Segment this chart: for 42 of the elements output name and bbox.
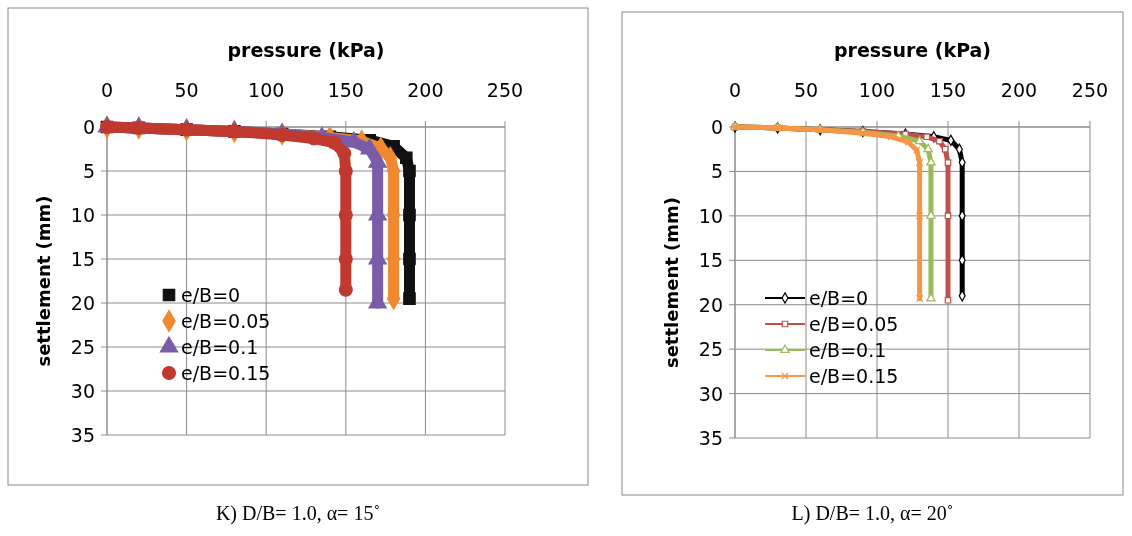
y-tick-label: 10 (698, 204, 723, 227)
legend-label: e/B=0 (181, 284, 241, 306)
y-tick-label: 25 (698, 338, 723, 361)
x-tick-label: 250 (486, 79, 524, 101)
x-axis-title: pressure (kPa) (833, 39, 992, 61)
text: L) D/B= 1.0, α= 20˚ (791, 502, 954, 525)
y-axis-title: settlement (mm) (33, 195, 54, 367)
x-tick-label: 50 (793, 79, 819, 101)
y-tick-label: 10 (70, 204, 95, 226)
y-tick-label: 0 (82, 116, 95, 138)
legend-label: e/B=0.1 (181, 336, 259, 358)
x-tick-label: 200 (407, 79, 444, 101)
y-tick-label: 0 (710, 116, 723, 138)
x-tick-label: 0 (100, 79, 114, 101)
y-tick-label: 20 (698, 293, 723, 316)
legend-label: e/B=0 (809, 287, 869, 309)
legend-label: e/B=0.15 (809, 365, 899, 387)
x-tick-label: 150 (327, 79, 364, 101)
x-tick-label: 0 (728, 79, 742, 101)
x-tick-label: 200 (1000, 79, 1038, 101)
y-tick-label: 5 (710, 160, 723, 183)
x-axis-title: pressure (kPa) (227, 39, 385, 61)
y-tick-label: 15 (70, 248, 95, 270)
y-tick-label: 20 (70, 292, 95, 314)
x-tick-label: 150 (929, 79, 967, 101)
legend-label: e/B=0.15 (181, 362, 271, 384)
y-tick-label: 30 (698, 382, 723, 405)
x-tick-label: 50 (174, 79, 199, 101)
legend-label: e/B=0.1 (809, 339, 887, 361)
x-tick-label: 100 (858, 79, 896, 101)
y-tick-label: 15 (698, 249, 723, 272)
y-tick-label: 5 (82, 160, 95, 182)
legend-label: e/B=0.05 (809, 313, 899, 335)
x-tick-label: 250 (1071, 79, 1109, 101)
y-tick-label: 30 (70, 380, 95, 402)
x-tick-label: 100 (248, 79, 285, 101)
y-tick-label: 35 (70, 424, 95, 446)
y-axis-title: settlement (mm) (661, 196, 682, 369)
y-tick-label: 25 (70, 336, 95, 358)
text: K) D/B= 1.0, α= 15˚ (215, 502, 381, 525)
legend-label: e/B=0.05 (181, 310, 271, 332)
y-tick-label: 35 (698, 427, 723, 449)
